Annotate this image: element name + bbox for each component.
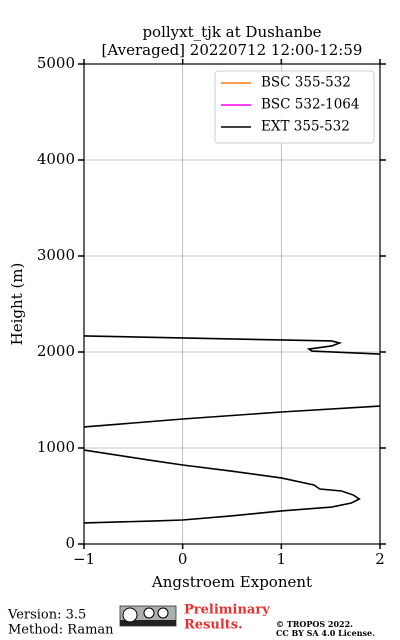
y-tick-label: 5000 (37, 54, 75, 72)
legend-label: BSC 532-1064 (261, 97, 359, 113)
x-tick-label: 0 (178, 550, 188, 568)
method: Method: Raman (8, 623, 114, 638)
preliminary: Results. (184, 618, 243, 633)
y-tick-label: 3000 (37, 246, 75, 264)
x-tick-label: −1 (73, 550, 95, 568)
legend-label: BSC 355-532 (261, 75, 351, 91)
y-axis-label: Height (m) (8, 263, 26, 346)
license: © TROPOS 2022. (276, 619, 353, 629)
x-tick-label: 2 (375, 550, 385, 568)
data-line (84, 335, 380, 524)
y-tick-label: 1000 (37, 438, 75, 456)
legend-box (214, 70, 375, 144)
chart-title: pollyxt_tjk at Dushanbe (142, 23, 321, 41)
license: CC BY SA 4.0 License. (276, 628, 375, 638)
y-tick-label: 0 (65, 534, 75, 552)
legend-label: EXT 355-532 (261, 119, 350, 135)
cc-logo (119, 605, 177, 627)
plot-area (84, 335, 380, 524)
chart-title: [Averaged] 20220712 12:00-12:59 (102, 41, 363, 59)
y-tick-label: 2000 (37, 342, 75, 360)
x-tick-label: 1 (277, 550, 287, 568)
x-axis-label: Angstroem Exponent (151, 573, 312, 591)
y-tick-label: 4000 (37, 150, 75, 168)
version: Version: 3.5 (7, 608, 86, 623)
preliminary: Preliminary (184, 603, 270, 618)
plot-frame (83, 63, 381, 545)
